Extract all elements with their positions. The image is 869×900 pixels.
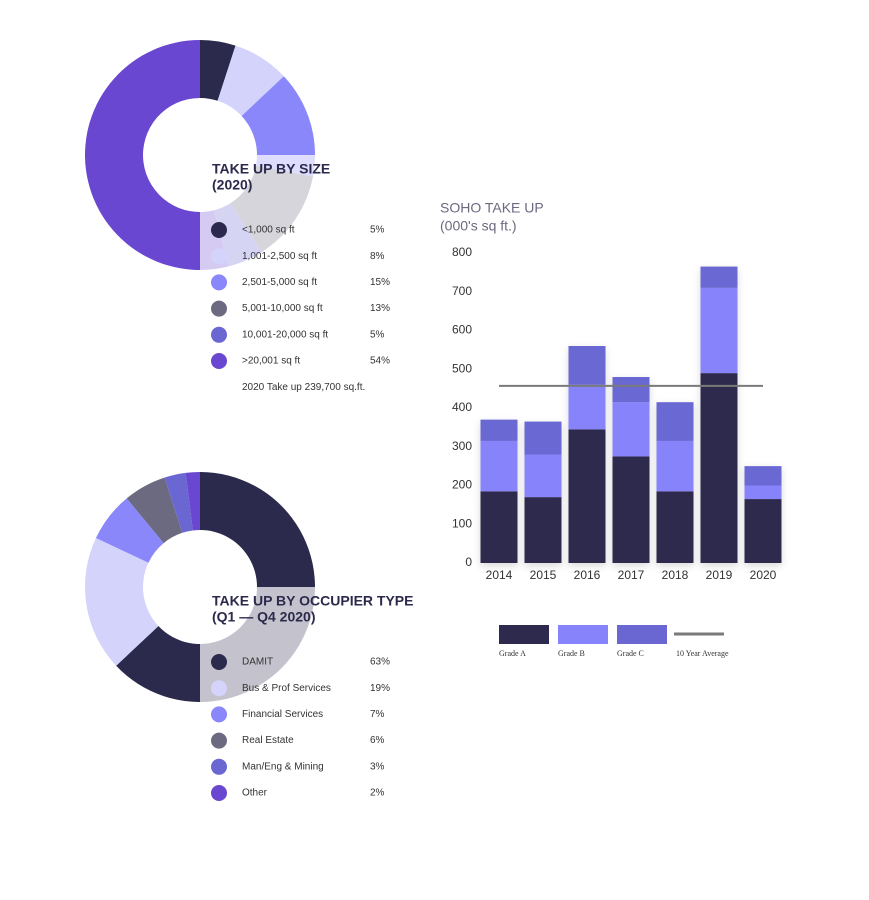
legend-swatch <box>499 625 549 644</box>
bar-segment <box>480 491 518 563</box>
legend-label: Real Estate <box>242 735 294 746</box>
x-tick-label: 2016 <box>574 568 601 582</box>
legend-value: 19% <box>370 683 390 694</box>
donut-slice <box>200 40 236 101</box>
legend-value: 13% <box>370 303 390 314</box>
legend-label: Bus & Prof Services <box>242 683 331 694</box>
legend-value: 6% <box>370 735 385 746</box>
donut-slice <box>126 477 183 544</box>
legend-label: Man/Eng & Mining <box>242 761 324 772</box>
bar-segment <box>656 440 694 492</box>
y-tick-label: 700 <box>452 284 472 298</box>
bar-segment <box>524 421 562 455</box>
legend-value: 15% <box>370 277 390 288</box>
legend-value: 54% <box>370 356 390 367</box>
donut-slice <box>217 45 284 116</box>
legend-swatch <box>211 300 227 317</box>
chart-subtitle: (2020) <box>212 177 252 193</box>
bar-segment <box>568 346 606 385</box>
donut-slice <box>84 40 229 270</box>
y-tick-label: 800 <box>452 245 472 259</box>
y-tick-label: 300 <box>452 439 472 453</box>
y-tick-label: 600 <box>452 323 472 337</box>
bar-segment <box>480 419 518 441</box>
legend-label: 10,001-20,000 sq ft <box>242 329 328 340</box>
annotation: 2020 Take up 239,700 sq.ft. <box>242 382 365 393</box>
donut-slice <box>85 538 159 666</box>
x-tick-label: 2014 <box>486 568 513 582</box>
legend-swatch <box>211 222 227 238</box>
legend-value: 5% <box>370 329 385 340</box>
y-tick-label: 400 <box>452 400 472 414</box>
legend-label: Other <box>242 788 268 799</box>
legend-label: DAMIT <box>242 657 273 668</box>
chart-subtitle: (000's sq ft.) <box>440 218 517 234</box>
bar-segment <box>700 287 738 374</box>
legend-value: 3% <box>370 761 385 772</box>
legend-label: 5,001-10,000 sq ft <box>242 303 323 314</box>
bar-segment <box>568 384 606 430</box>
x-tick-label: 2019 <box>706 568 733 582</box>
bar-segment <box>744 485 782 500</box>
legend-label: Grade C <box>617 649 644 658</box>
bar-segment <box>568 429 606 563</box>
bar-segment <box>524 454 562 498</box>
chart-title: SOHO TAKE UP <box>440 200 544 216</box>
legend-label: 2,501-5,000 sq ft <box>242 277 317 288</box>
y-tick-label: 200 <box>452 478 472 492</box>
legend-swatch <box>211 785 227 801</box>
legend-swatch <box>211 353 227 369</box>
y-tick-label: 100 <box>452 516 472 530</box>
bars <box>480 266 782 563</box>
y-tick-label: 0 <box>465 555 472 569</box>
legend-swatch <box>211 248 227 265</box>
legend-swatch <box>211 732 227 749</box>
legend-swatch <box>211 706 227 723</box>
bar-segment <box>700 266 738 288</box>
legend-label: >20,001 sq ft <box>242 356 300 367</box>
legend-swatch <box>211 326 227 343</box>
legend-swatch <box>211 680 227 697</box>
charts: TAKE UP BY SIZE(2020) <1,000 sq ft 5% 1,001… <box>84 40 782 801</box>
bar-segment <box>656 491 694 563</box>
legend-value: 5% <box>370 225 385 236</box>
donut-slice <box>185 472 200 531</box>
legend-swatch <box>617 625 667 644</box>
legend-label: 10 Year Average <box>676 649 729 658</box>
bar-segment <box>480 440 518 492</box>
bar-segment <box>656 402 694 441</box>
legend-swatch <box>211 274 227 291</box>
legend-value: 63% <box>370 657 390 668</box>
bar-segment <box>700 373 738 563</box>
x-tick-label: 2015 <box>530 568 557 582</box>
chart-title: TAKE UP BY SIZE <box>212 161 330 177</box>
legend-label: Grade A <box>499 649 526 658</box>
legend-swatch <box>211 758 227 775</box>
donut-slice <box>241 76 316 177</box>
legend-swatch <box>211 654 227 670</box>
x-tick-label: 2020 <box>750 568 777 582</box>
legend-value: 7% <box>370 709 385 720</box>
bar-segment <box>612 377 650 403</box>
legend-value: 8% <box>370 251 385 262</box>
chart-subtitle: (Q1 — Q4 2020) <box>212 609 316 625</box>
bar-segment <box>612 456 650 563</box>
bar-segment <box>744 499 782 563</box>
legend-label: Financial Services <box>242 709 323 720</box>
legend-label: 1,001-2,500 sq ft <box>242 251 317 262</box>
y-tick-label: 500 <box>452 361 472 375</box>
chart-title: TAKE UP BY OCCUPIER TYPE <box>212 593 413 609</box>
legend-swatch <box>558 625 608 644</box>
x-tick-label: 2018 <box>662 568 689 582</box>
legend-value: 2% <box>370 788 385 799</box>
bar-segment <box>612 402 650 457</box>
legend-label: <1,000 sq ft <box>242 225 295 236</box>
x-tick-label: 2017 <box>618 568 645 582</box>
legend-label: Grade B <box>558 649 585 658</box>
bar-segment <box>744 466 782 486</box>
bar-segment <box>524 497 562 563</box>
donut-slice <box>164 472 193 533</box>
donut-slice <box>95 498 164 563</box>
